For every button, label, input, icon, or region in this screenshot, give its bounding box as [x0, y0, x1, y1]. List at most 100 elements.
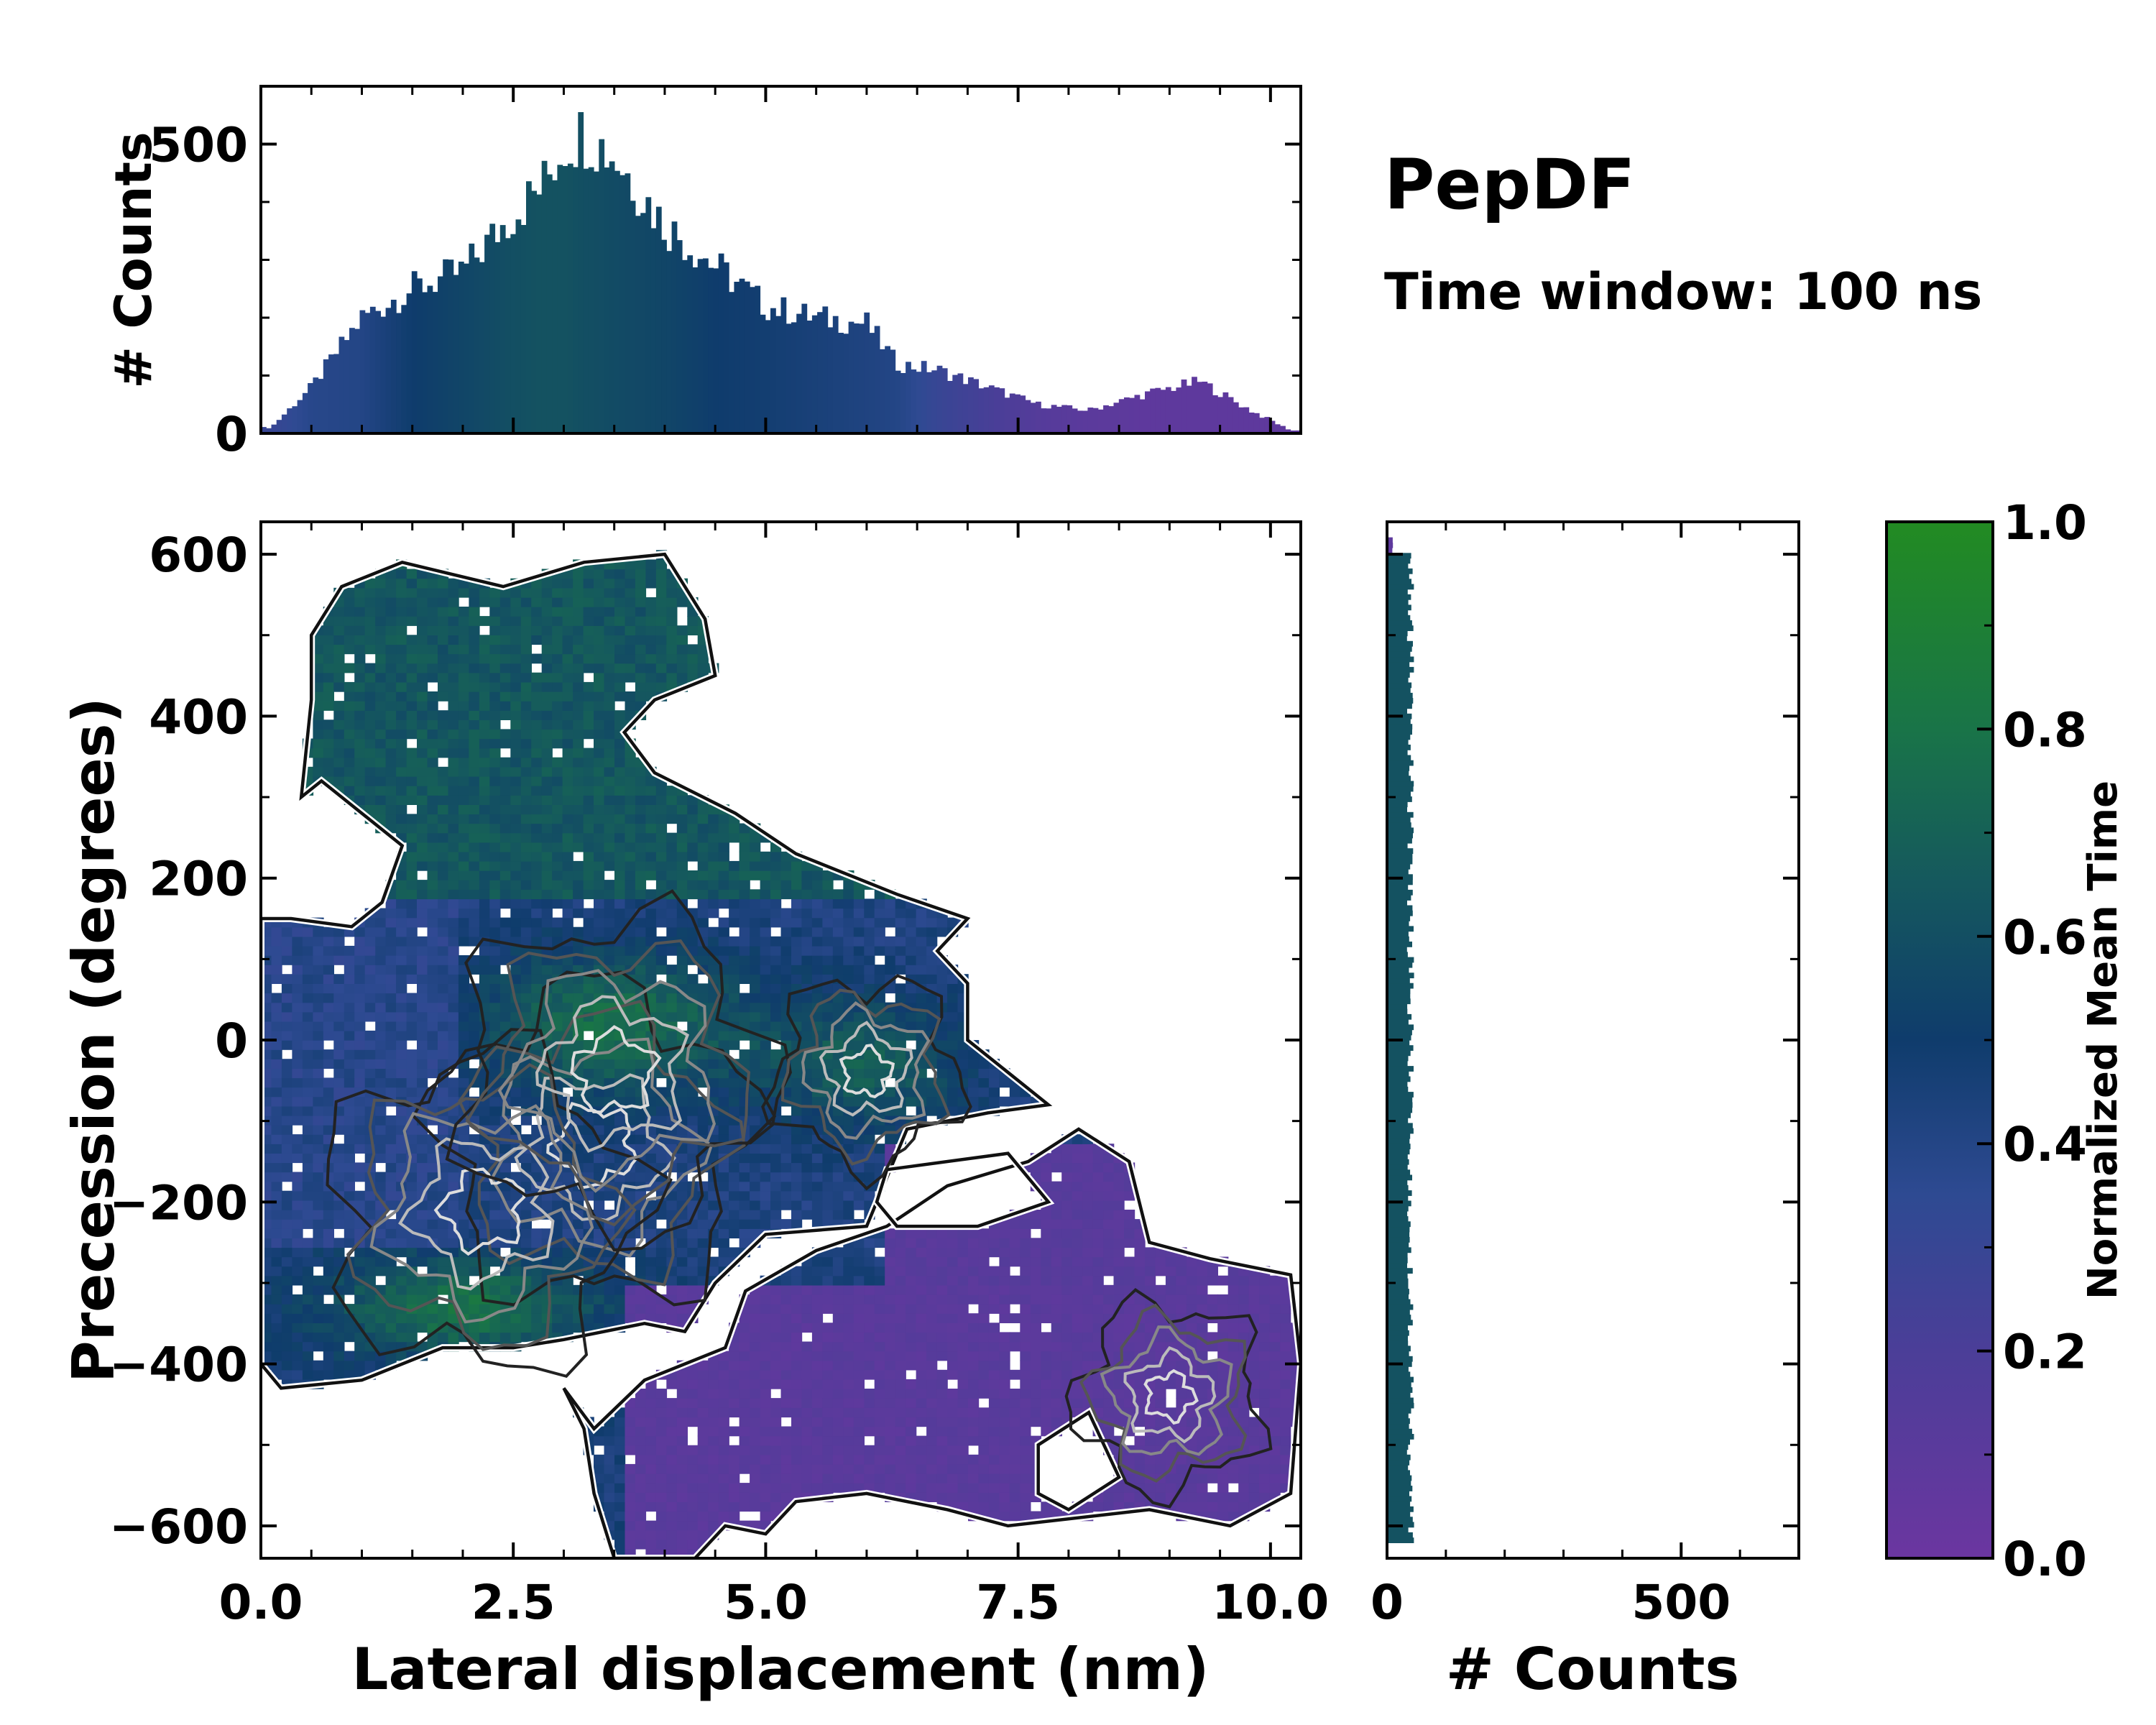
heatmap-cell — [780, 1172, 792, 1182]
heatmap-cell — [594, 672, 605, 683]
heatmap-cell — [520, 681, 532, 692]
heatmap-cell — [385, 1087, 397, 1098]
heatmap-cell — [417, 955, 428, 965]
heatmap-cell — [448, 1172, 459, 1182]
heatmap-cell — [458, 719, 470, 730]
heatmap-cell — [811, 1417, 824, 1427]
heatmap-cell — [906, 945, 917, 956]
top-histogram-bar — [510, 234, 517, 433]
heatmap-cell — [479, 814, 491, 824]
heatmap-cell — [271, 1219, 282, 1229]
heatmap-cell — [780, 1398, 792, 1408]
heatmap-cell — [302, 1266, 314, 1276]
heatmap-cell — [750, 1332, 761, 1343]
heatmap-cell — [531, 936, 543, 947]
top-histogram-bar — [1061, 405, 1067, 433]
heatmap-cell — [885, 983, 896, 994]
heatmap-cell — [916, 955, 927, 965]
heatmap-cell — [396, 1040, 407, 1050]
heatmap-cell — [323, 616, 334, 626]
heatmap-cell — [885, 1463, 896, 1474]
top-histogram-bar — [1285, 429, 1291, 433]
heatmap-cell — [614, 766, 626, 777]
heatmap-cell — [499, 889, 511, 900]
heatmap-cell — [708, 832, 719, 843]
heatmap-cell — [614, 607, 626, 617]
heatmap-cell — [510, 1313, 522, 1323]
heatmap-cell — [895, 1059, 906, 1069]
top-histogram-bar — [655, 206, 662, 433]
heatmap-cell — [375, 936, 387, 947]
heatmap-cell — [552, 1256, 563, 1267]
heatmap-cell — [469, 616, 480, 626]
heatmap-cell — [676, 832, 688, 843]
heatmap-cell — [708, 1483, 719, 1493]
top-histogram-bar — [791, 322, 797, 433]
heatmap-cell — [510, 710, 522, 720]
heatmap-cell — [520, 1134, 532, 1144]
heatmap-cell — [895, 936, 906, 947]
heatmap-cell — [936, 1304, 948, 1314]
heatmap-cell — [583, 616, 594, 626]
heatmap-cell — [313, 691, 324, 702]
heatmap-cell — [832, 1040, 844, 1050]
top-histogram-bar — [744, 281, 750, 433]
heatmap-cell — [947, 1445, 959, 1455]
heatmap-cell — [594, 1021, 605, 1031]
heatmap-cell — [531, 1294, 543, 1305]
heatmap-cell — [479, 1304, 491, 1314]
heatmap-cell — [687, 1105, 699, 1116]
top-histogram-bar — [1139, 399, 1146, 433]
heatmap-cell — [614, 578, 626, 589]
heatmap-cell — [832, 1398, 844, 1408]
top-histogram-bar — [750, 287, 755, 433]
heatmap-cell — [635, 1144, 647, 1154]
heatmap-cell — [573, 644, 584, 655]
heatmap-cell — [625, 1426, 636, 1437]
heatmap-cell — [520, 1162, 532, 1173]
heatmap-cell — [406, 1322, 418, 1333]
heatmap-cell — [874, 1304, 885, 1314]
heatmap-cell — [333, 1040, 345, 1050]
heatmap-cell — [385, 663, 397, 673]
heatmap-cell — [801, 1200, 813, 1210]
heatmap-cell — [676, 1473, 688, 1484]
heatmap-cell — [708, 851, 719, 862]
heatmap-cell — [573, 663, 584, 673]
heatmap-cell — [895, 1313, 906, 1323]
heatmap-cell — [344, 1238, 355, 1248]
heatmap-cell — [510, 1332, 522, 1343]
top-histogram-bar — [625, 173, 631, 433]
heatmap-cell — [385, 597, 397, 607]
heatmap-cell — [531, 625, 543, 635]
heatmap-cell — [718, 1473, 729, 1484]
heatmap-cell — [541, 748, 553, 758]
heatmap-cell — [604, 1445, 615, 1455]
heatmap-cell — [489, 757, 501, 768]
top-histogram-bar — [1004, 397, 1010, 433]
heatmap-cell — [811, 1332, 824, 1343]
heatmap-cell — [770, 898, 782, 909]
heatmap-cell — [645, 1247, 657, 1258]
heatmap-cell — [811, 1172, 824, 1182]
heatmap-cell — [791, 1454, 803, 1465]
heatmap-cell — [552, 1190, 563, 1201]
heatmap-cell — [750, 842, 761, 852]
heatmap-cell — [906, 1256, 917, 1267]
heatmap-cell — [562, 625, 573, 635]
heatmap-cell — [916, 1369, 927, 1380]
heatmap-cell — [479, 965, 491, 975]
heatmap-cell — [375, 776, 387, 786]
heatmap-cell — [323, 1059, 334, 1069]
top-histogram-bar — [359, 310, 366, 433]
heatmap-cell — [864, 1294, 875, 1305]
heatmap-cell — [448, 1200, 459, 1210]
heatmap-cell — [885, 898, 896, 909]
heatmap-cell — [364, 965, 376, 975]
heatmap-cell — [697, 1445, 709, 1455]
heatmap-cell — [625, 1445, 636, 1455]
heatmap-cell — [801, 1360, 813, 1371]
heatmap-cell — [479, 644, 491, 655]
heatmap-cell — [666, 945, 678, 956]
heatmap-cell — [562, 917, 573, 928]
